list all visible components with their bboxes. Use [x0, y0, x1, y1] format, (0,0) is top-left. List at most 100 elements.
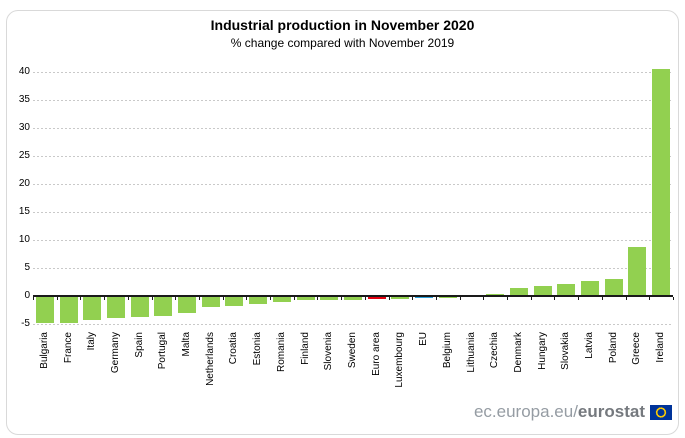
x-axis-tick: [412, 297, 414, 300]
x-axis-tick: [341, 297, 343, 300]
x-label-romania: Romania: [275, 332, 287, 373]
x-label-netherlands: Netherlands: [204, 332, 216, 386]
x-axis-tick: [554, 297, 556, 300]
bar-netherlands: [201, 296, 220, 308]
x-axis-tick: [104, 297, 106, 300]
x-axis-tick: [459, 297, 461, 300]
x-axis-tick: [222, 297, 224, 300]
eu-flag-icon: [650, 404, 672, 420]
x-axis-tick: [507, 297, 509, 300]
gridline-20: [33, 184, 673, 185]
chart-title: Industrial production in November 2020: [210, 17, 475, 33]
y-tick-label: 20: [18, 178, 30, 189]
gridline-40: [33, 72, 673, 73]
x-label-malta: Malta: [181, 332, 193, 357]
x-label-estonia: Estonia: [252, 332, 264, 366]
y-tick-label: 0: [24, 290, 30, 301]
x-axis-tick: [175, 297, 177, 300]
x-label-croatia: Croatia: [228, 332, 240, 365]
x-label-euro-area: Euro area: [370, 332, 382, 376]
x-axis-tick: [601, 297, 603, 300]
x-label-germany: Germany: [109, 332, 121, 374]
y-tick-label: 10: [18, 234, 30, 245]
bar-luxembourg: [391, 296, 410, 300]
x-axis-line: [33, 295, 673, 297]
bar-latvia: [581, 280, 600, 296]
x-axis-tick: [270, 297, 272, 300]
bar-portugal: [154, 296, 173, 316]
x-label-finland: Finland: [299, 332, 311, 365]
y-tick-label: 30: [18, 122, 30, 133]
bar-greece: [628, 247, 647, 296]
gridline-15: [33, 212, 673, 213]
bar-euro-area: [367, 296, 386, 300]
x-axis-tick: [625, 297, 627, 300]
gridline-10: [33, 240, 673, 241]
x-axis-tick: [578, 297, 580, 300]
x-axis-tick: [127, 297, 129, 300]
bar-belgium: [438, 296, 457, 299]
x-label-hungary: Hungary: [536, 332, 548, 370]
x-label-luxembourg: Luxembourg: [394, 332, 406, 388]
x-label-bulgaria: Bulgaria: [38, 332, 50, 369]
bar-denmark: [509, 287, 528, 296]
gridline-25: [33, 156, 673, 157]
x-axis-tick: [649, 297, 651, 300]
x-axis-tick: [435, 297, 437, 300]
chart-subtitle: % change compared with November 2019: [230, 36, 455, 50]
bar-finland: [296, 296, 315, 301]
x-label-portugal: Portugal: [157, 332, 169, 370]
bar-romania: [272, 296, 291, 302]
x-label-denmark: Denmark: [512, 332, 524, 373]
bar-poland: [604, 279, 623, 296]
bar-ireland: [652, 68, 671, 296]
gridline-35: [33, 100, 673, 101]
x-axis-tick: [151, 297, 153, 300]
bar-slovenia: [320, 296, 339, 300]
x-label-france: France: [62, 332, 74, 364]
url-prefix: ec.europa.eu/: [473, 402, 578, 421]
y-tick-label: -5: [21, 318, 30, 329]
gridline-5: [33, 268, 673, 269]
bar-estonia: [249, 296, 268, 305]
x-label-eu: EU: [418, 332, 430, 346]
bar-germany: [106, 296, 125, 318]
bar-italy: [83, 296, 102, 321]
x-axis-tick: [364, 297, 366, 300]
x-label-belgium: Belgium: [441, 332, 453, 369]
x-label-italy: Italy: [86, 332, 98, 351]
gridline--5: [33, 324, 673, 325]
bar-hungary: [533, 286, 552, 296]
x-axis-tick: [673, 297, 674, 300]
footer: ec.europa.eu/eurostat: [474, 402, 672, 422]
url-eurostat: eurostat: [577, 402, 645, 421]
x-label-latvia: Latvia: [584, 332, 596, 359]
x-axis-tick: [198, 297, 200, 300]
bar-slovakia: [557, 283, 576, 296]
y-tick-label: 5: [24, 262, 30, 273]
y-tick-label: 25: [18, 150, 30, 161]
x-label-slovenia: Slovenia: [323, 332, 335, 371]
x-axis-tick: [56, 297, 58, 300]
x-axis-tick: [388, 297, 390, 300]
bar-bulgaria: [35, 296, 54, 324]
y-tick-label: 15: [18, 206, 30, 217]
x-label-ireland: Ireland: [655, 332, 667, 363]
bar-eu: [415, 296, 434, 299]
x-label-czechia: Czechia: [489, 332, 501, 369]
bar-france: [59, 296, 78, 323]
bar-croatia: [225, 296, 244, 307]
x-axis-tick: [483, 297, 485, 300]
panel-border: [6, 10, 679, 435]
gridline-30: [33, 128, 673, 129]
x-axis-tick: [530, 297, 532, 300]
x-label-greece: Greece: [631, 332, 643, 365]
bar-spain: [130, 296, 149, 318]
x-label-spain: Spain: [133, 332, 145, 358]
x-axis-tick: [80, 297, 82, 300]
x-label-slovakia: Slovakia: [560, 332, 572, 370]
x-axis-tick: [317, 297, 319, 300]
x-label-lithuania: Lithuania: [465, 332, 477, 373]
eurostat-url: ec.europa.eu/eurostat: [474, 402, 645, 422]
